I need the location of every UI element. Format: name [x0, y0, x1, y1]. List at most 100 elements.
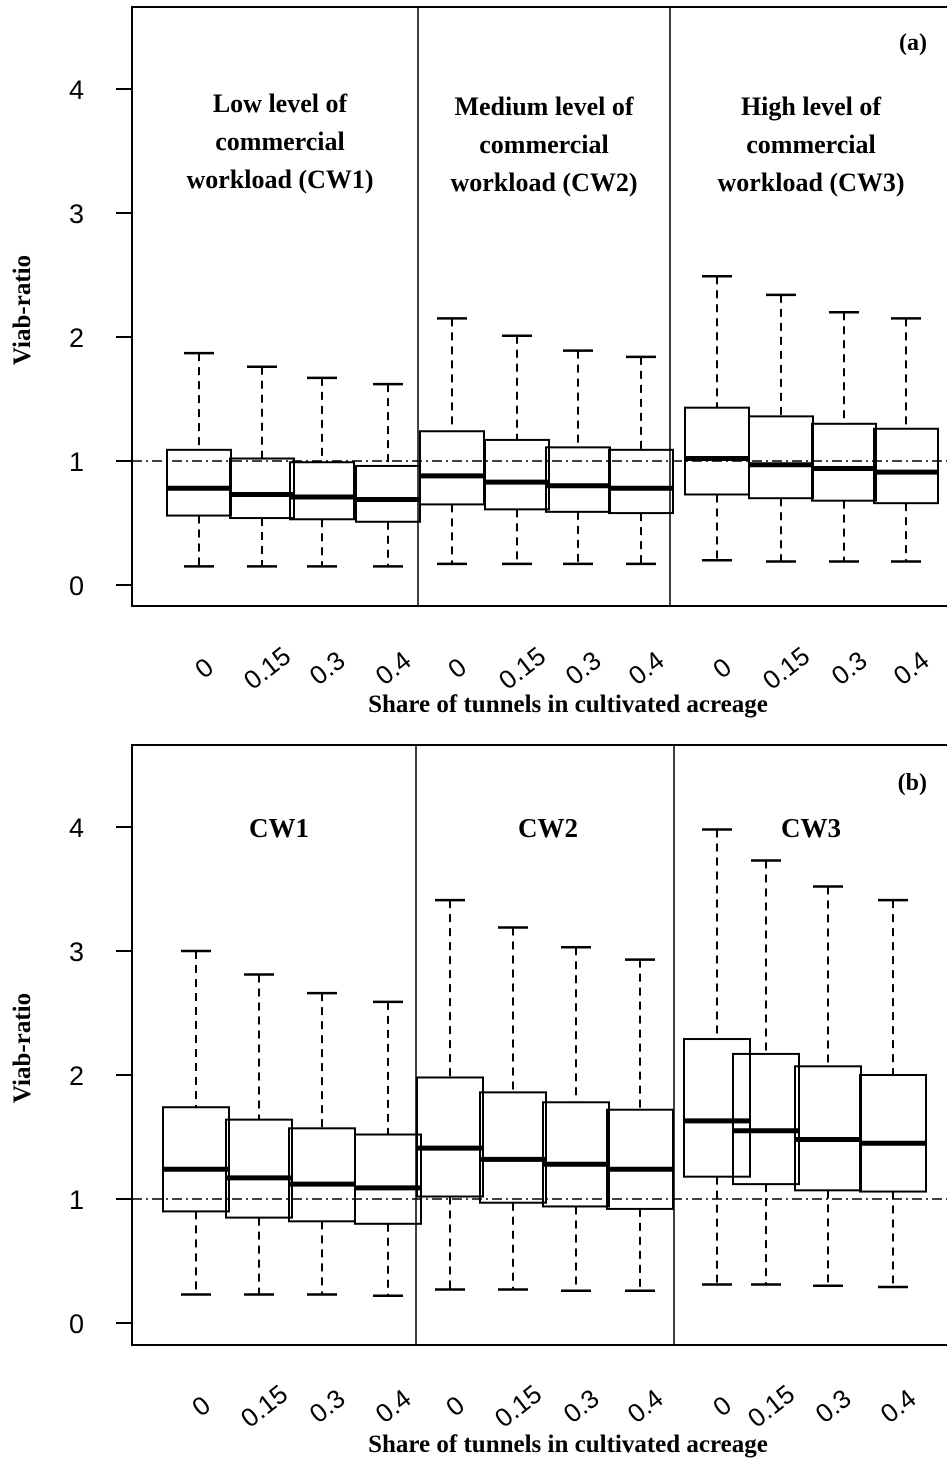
box-0: 0	[683, 828, 751, 1423]
y-tick-label: 0	[69, 1309, 84, 1339]
box-0.15: 0.15	[484, 334, 551, 696]
group-title: commercial	[746, 130, 875, 159]
box-0.3: 0.3	[542, 946, 610, 1429]
x-tick-label: 0.4	[875, 1383, 922, 1429]
x-tick-label: 0.15	[757, 641, 815, 696]
iqr-box	[289, 461, 355, 521]
x-tick-label: 0	[440, 1390, 470, 1423]
x-tick-label: 0.3	[826, 645, 873, 691]
box-0.4: 0.4	[355, 382, 421, 691]
x-tick-label: 0.3	[304, 1383, 351, 1429]
iqr-box	[166, 448, 232, 517]
x-tick-label: 0	[186, 1390, 216, 1423]
y-axis-title: Viab-ratio	[9, 255, 36, 365]
y-tick-label: 2	[69, 1061, 84, 1091]
box-0: 0	[419, 317, 485, 685]
x-tick-label: 0.3	[304, 645, 351, 691]
y-tick-label: 3	[69, 937, 84, 967]
group-title: commercial	[215, 127, 344, 156]
box-0.3: 0.3	[288, 991, 356, 1429]
y-axis-title: Viab-ratio	[9, 993, 36, 1103]
box-0.4: 0.4	[859, 898, 927, 1429]
y-tick-label: 3	[69, 199, 84, 229]
iqr-box	[608, 448, 674, 515]
chart-panel: 0 1 2 3 4 Viab-ratio (a) Low level of commercial…	[9, 6, 947, 718]
x-tick-label: 0.3	[810, 1383, 857, 1429]
iqr-box	[683, 1038, 751, 1178]
y-tick-label: 0	[69, 571, 84, 601]
x-tick-label: 0.4	[623, 645, 670, 691]
x-tick-label: 0	[189, 652, 219, 685]
group-title: High level of	[741, 92, 881, 121]
iqr-box	[684, 406, 750, 496]
x-tick-label: 0.3	[558, 1383, 605, 1429]
x-tick-label: 0.3	[560, 645, 607, 691]
iqr-box	[859, 1074, 927, 1193]
iqr-box	[484, 438, 550, 511]
group-title: Low level of	[213, 89, 348, 118]
panel-tag: (b)	[898, 770, 927, 796]
box-0.4: 0.4	[606, 958, 674, 1429]
iqr-box	[354, 1133, 422, 1225]
iqr-box	[748, 415, 814, 500]
iqr-box	[542, 1101, 610, 1208]
box-0.15: 0.15	[748, 293, 815, 696]
x-tick-label: 0.15	[493, 641, 551, 696]
x-tick-label: 0.15	[235, 1379, 293, 1434]
x-tick-label: 0.4	[622, 1383, 669, 1429]
y-tick-label: 4	[69, 75, 84, 105]
x-tick-label: 0.15	[742, 1379, 800, 1434]
group-title: Medium level of	[454, 92, 633, 121]
y-tick-label: 4	[69, 813, 84, 843]
iqr-box	[229, 457, 295, 520]
box-0.3: 0.3	[794, 885, 862, 1429]
y-tick-label: 1	[69, 447, 84, 477]
box-0: 0	[166, 351, 232, 685]
group-title: workload (CW2)	[450, 168, 637, 197]
x-tick-label: 0	[707, 1390, 737, 1423]
iqr-box	[606, 1108, 674, 1210]
group-title: CW1	[249, 813, 309, 843]
iqr-box	[794, 1065, 862, 1192]
box-0: 0	[416, 898, 484, 1423]
iqr-box	[873, 427, 939, 505]
iqr-box	[162, 1106, 230, 1213]
x-tick-label: 0.4	[370, 645, 417, 691]
x-axis-title: Share of tunnels in cultivated acreage	[368, 1431, 768, 1458]
group-title: workload (CW3)	[717, 168, 904, 197]
plot-frame	[131, 6, 947, 607]
x-axis-title: Share of tunnels in cultivated acreage	[368, 691, 768, 718]
box-0.15: 0.15	[732, 859, 800, 1434]
group-title: CW2	[518, 813, 578, 843]
box-0: 0	[684, 274, 750, 685]
group-title: workload (CW1)	[186, 165, 373, 194]
iqr-box	[225, 1118, 293, 1219]
x-tick-label: 0.4	[370, 1383, 417, 1429]
box-0.3: 0.3	[545, 349, 611, 691]
iqr-box	[355, 464, 421, 523]
group-title: commercial	[479, 130, 608, 159]
box-0.3: 0.3	[289, 376, 355, 691]
box-0.15: 0.15	[225, 973, 293, 1434]
box-0.3: 0.3	[811, 310, 877, 691]
box-0.15: 0.15	[229, 365, 296, 696]
box-0.15: 0.15	[479, 926, 547, 1434]
x-tick-label: 0.15	[489, 1379, 547, 1434]
x-tick-label: 0	[442, 652, 472, 685]
panel-tag: (a)	[899, 30, 927, 56]
iqr-box	[479, 1091, 547, 1204]
y-tick-label: 2	[69, 323, 84, 353]
group-title: CW3	[781, 813, 841, 843]
box-0.4: 0.4	[608, 355, 674, 691]
box-0.4: 0.4	[354, 1000, 422, 1429]
iqr-box	[288, 1127, 356, 1223]
x-tick-label: 0.15	[238, 641, 296, 696]
x-tick-label: 0.4	[888, 645, 935, 691]
x-tick-label: 0	[707, 652, 737, 685]
box-0.4: 0.4	[873, 317, 939, 691]
y-tick-label: 1	[69, 1185, 84, 1215]
iqr-box	[732, 1052, 800, 1186]
iqr-box	[416, 1076, 484, 1198]
